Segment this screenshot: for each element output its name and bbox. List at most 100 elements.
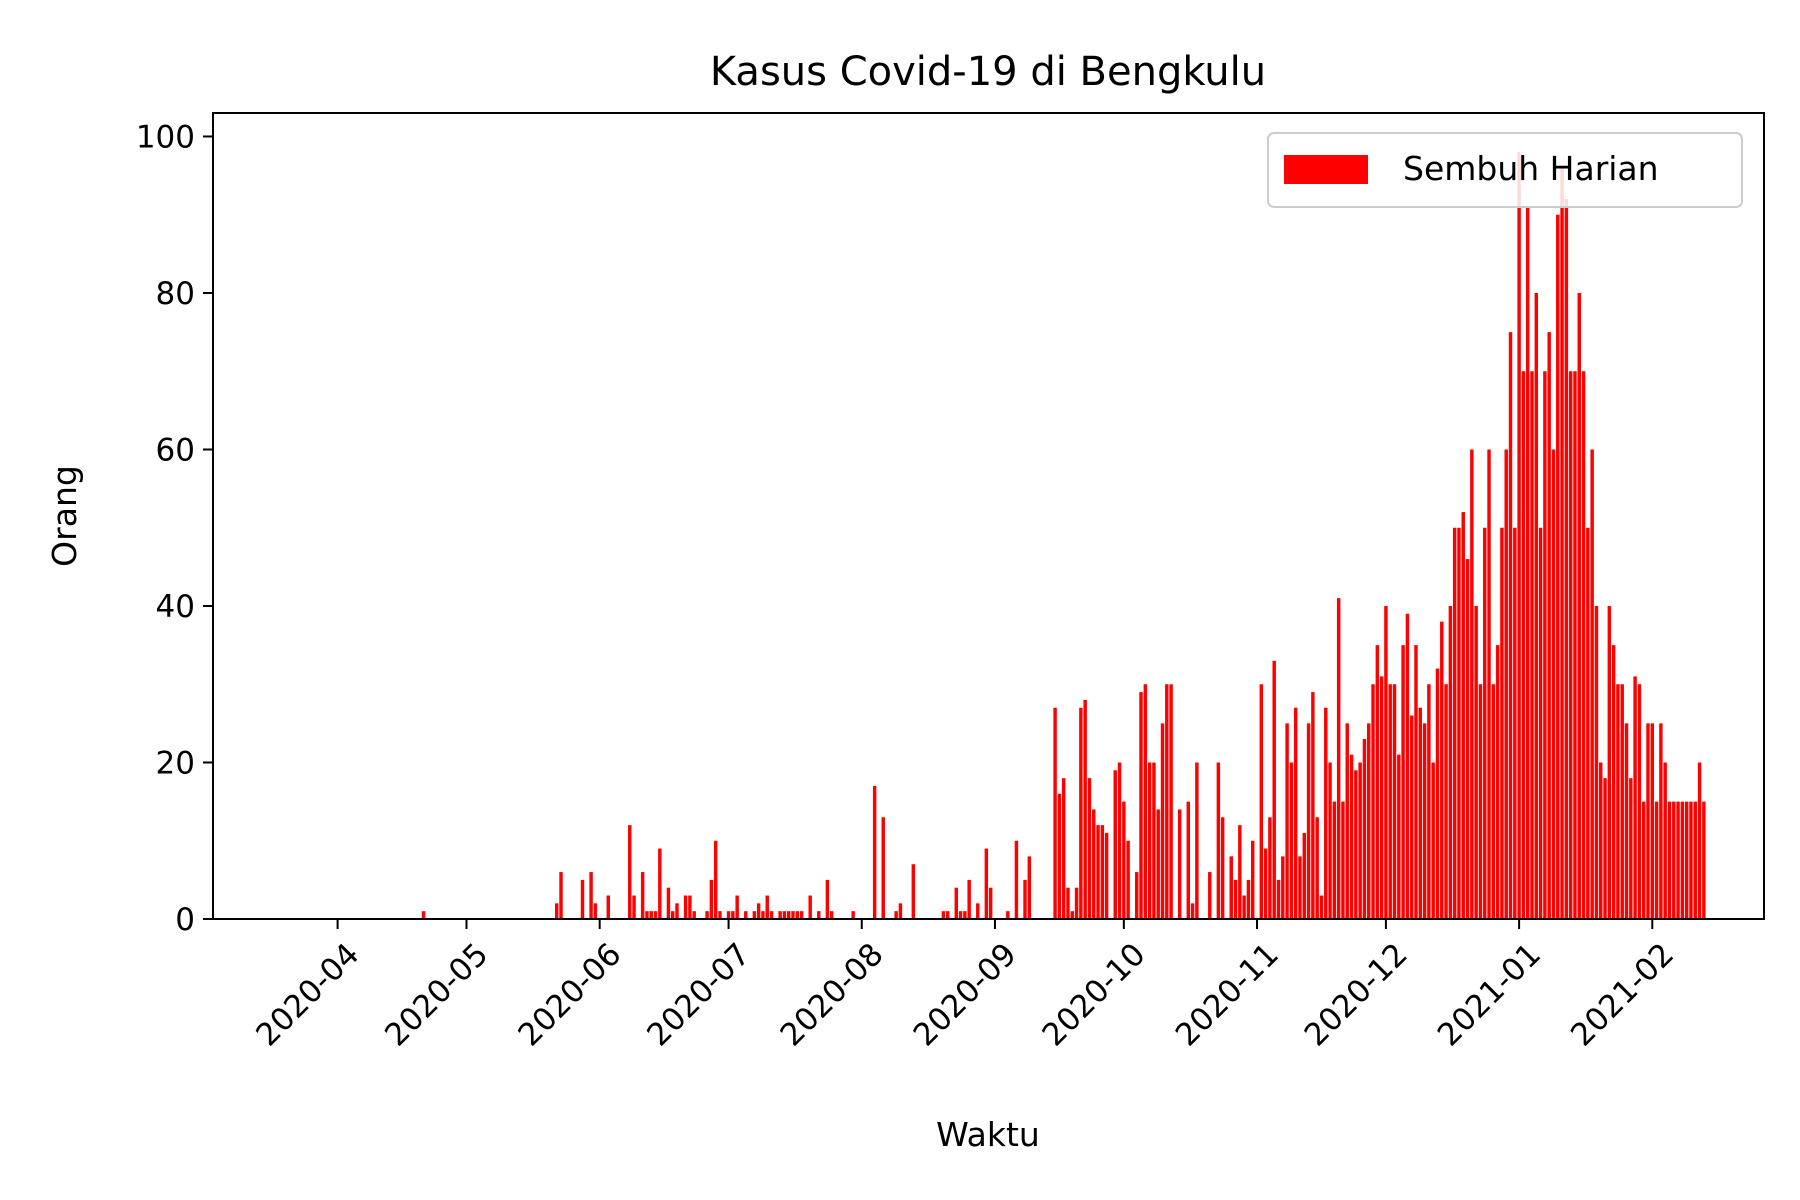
bar-2020-06-18 (671, 911, 675, 919)
bar-2020-09-27 (1104, 832, 1109, 919)
bar-2020-11-25 (1358, 762, 1362, 919)
bar-2021-02-12 (1697, 762, 1702, 919)
bar-2020-12-05 (1401, 645, 1405, 919)
bar-2020-08-06 (881, 817, 885, 919)
bar-2021-01-18 (1590, 449, 1594, 919)
bar-2021-01-27 (1629, 778, 1633, 919)
bar-2021-02-09 (1684, 801, 1689, 919)
bar-2020-11-26 (1362, 739, 1367, 919)
bar-2020-10-26 (1229, 856, 1233, 919)
bar-2020-12-07 (1409, 715, 1414, 919)
bar-2020-09-17 (1061, 778, 1066, 919)
bar-2021-01-12 (1564, 199, 1569, 919)
x-tick-label-2020-10: 2020-10 (1036, 936, 1153, 1053)
bar-2021-01-15 (1577, 292, 1581, 920)
bar-2020-07-03 (735, 895, 739, 919)
bar-2021-02-03 (1659, 723, 1663, 919)
bar-2020-06-17 (666, 887, 671, 919)
bar-2020-08-09 (894, 911, 898, 919)
legend: Sembuh Harian (1267, 132, 1743, 208)
y-axis: 0 20 40 60 80 100 (136, 119, 213, 938)
bar-2020-07-14 (782, 911, 787, 919)
bar-2021-01-03 (1525, 206, 1530, 919)
y-axis-label: Orang (45, 465, 84, 567)
bar-2020-12-20 (1465, 559, 1470, 919)
x-tick-label-2020-04: 2020-04 (249, 936, 366, 1053)
bar-2020-07-22 (817, 911, 821, 919)
bar-2020-12-23 (1478, 684, 1483, 919)
bar-2020-05-22 (554, 903, 559, 919)
bar-2020-11-09 (1289, 762, 1294, 919)
bar-2020-10-08 (1152, 762, 1156, 919)
bar-2020-07-25 (829, 911, 834, 919)
bar-2020-12-12 (1431, 762, 1435, 919)
bar-2021-01-17 (1586, 527, 1590, 919)
bar-2021-01-29 (1637, 684, 1642, 919)
bar-2020-08-21 (945, 911, 950, 919)
bar-2020-09-18 (1066, 887, 1070, 919)
bar-2020-10-27 (1233, 879, 1238, 919)
bar-2020-10-01 (1122, 801, 1126, 919)
x-tick-label-2020-06: 2020-06 (511, 936, 628, 1053)
bar-2020-10-07 (1147, 762, 1152, 919)
bar-2020-07-11 (769, 911, 774, 919)
bar-2020-09-24 (1092, 809, 1096, 919)
bar-2021-02-07 (1676, 801, 1680, 919)
bar-2021-01-31 (1646, 723, 1650, 919)
legend-swatch (1284, 155, 1368, 184)
bar-2020-11-05 (1272, 660, 1276, 919)
bar-2021-02-06 (1672, 801, 1676, 919)
y-tick-label-0: 0 (175, 902, 195, 938)
bar-2020-12-31 (1513, 527, 1517, 919)
bar-2020-12-11 (1427, 684, 1431, 919)
bar-2020-09-30 (1117, 762, 1122, 919)
bar-2020-10-11 (1165, 684, 1169, 919)
bar-2020-08-30 (984, 848, 989, 919)
legend-box (1267, 132, 1743, 208)
bar-2020-05-23 (559, 872, 563, 919)
bar-2021-01-24 (1616, 684, 1620, 919)
bar-2020-04-21 (421, 911, 426, 919)
bar-2020-10-16 (1186, 801, 1190, 919)
x-tick-label-2020-09: 2020-09 (907, 936, 1024, 1053)
bar-2021-01-07 (1543, 371, 1547, 920)
bar-2020-11-29 (1375, 645, 1380, 919)
bar-2020-12-30 (1508, 332, 1513, 919)
bar-2020-05-31 (593, 903, 598, 919)
bar-2020-07-18 (799, 911, 804, 919)
bar-2020-11-12 (1302, 832, 1307, 919)
bar-2020-07-13 (778, 911, 782, 919)
bar-2020-12-04 (1397, 754, 1401, 919)
bar-2020-10-04 (1135, 872, 1139, 919)
bar-2020-07-05 (744, 911, 748, 919)
bar-2020-11-22 (1345, 723, 1349, 919)
bar-2020-10-02 (1126, 840, 1130, 919)
bar-2020-09-21 (1079, 707, 1083, 919)
bar-2020-06-14 (653, 911, 658, 919)
bar-2020-06-23 (692, 911, 696, 919)
bar-2021-01-10 (1556, 214, 1560, 920)
bar-2020-11-16 (1319, 895, 1324, 919)
bar-2020-08-25 (963, 911, 967, 919)
bar-2021-01-13 (1568, 371, 1573, 920)
bar-2020-12-29 (1504, 449, 1508, 919)
bar-2020-06-15 (658, 848, 662, 919)
bar-2020-10-30 (1246, 879, 1251, 919)
bar-2020-10-29 (1242, 895, 1246, 919)
bar-2020-11-10 (1293, 707, 1298, 919)
bar-2020-11-21 (1341, 801, 1345, 919)
bar-2020-07-24 (825, 879, 830, 919)
bar-2020-06-11 (640, 872, 645, 919)
bar-2021-01-19 (1594, 605, 1599, 919)
x-tick-label-2020-05: 2020-05 (378, 936, 495, 1053)
bar-2020-12-09 (1418, 707, 1423, 919)
bar-2021-01-11 (1560, 167, 1564, 919)
bar-2021-01-22 (1607, 605, 1612, 919)
bar-2020-10-09 (1156, 809, 1160, 919)
bar-2020-12-08 (1414, 645, 1418, 919)
bar-2020-11-17 (1324, 707, 1328, 919)
bar-2020-10-06 (1143, 684, 1148, 919)
bar-2020-09-15 (1053, 707, 1057, 919)
bar-2020-09-19 (1070, 911, 1074, 919)
